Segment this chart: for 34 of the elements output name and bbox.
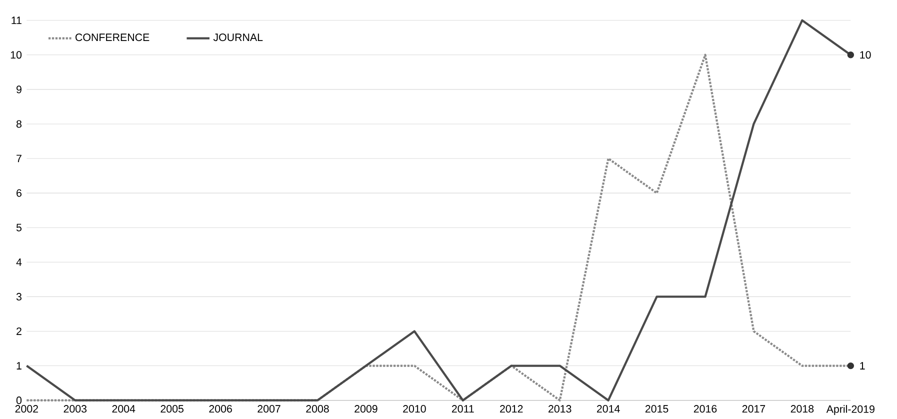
- x-tick-label: 2007: [258, 405, 280, 413]
- annotation: 1: [860, 362, 865, 370]
- x-tick-label: 2005: [160, 405, 184, 413]
- x-tick-label: 2013: [548, 405, 572, 413]
- y-tick-label: 0: [16, 396, 22, 404]
- y-tick-label: 6: [16, 189, 22, 197]
- x-tick-label: 2012: [500, 405, 523, 413]
- x-tick-label: 2008: [306, 405, 329, 413]
- y-tick-label: 5: [16, 224, 22, 232]
- annotation: 10: [860, 51, 871, 59]
- y-tick-label: 11: [12, 16, 22, 24]
- y-tick-label: 2: [16, 328, 22, 335]
- legend-label: CONFERENCE: [76, 34, 150, 42]
- x-tick-label: 2009: [354, 405, 378, 413]
- y-tick-label: 10: [10, 51, 22, 59]
- x-tick-label: April-2019: [826, 405, 874, 415]
- x-tick-label: 2010: [403, 405, 426, 413]
- x-tick-label: 2018: [790, 405, 814, 413]
- x-tick-label: 2014: [596, 405, 620, 413]
- x-tick-label: 2017: [742, 405, 766, 413]
- y-tick-label: 9: [16, 86, 22, 94]
- y-tick-label: 7: [16, 154, 22, 162]
- x-tick-label: 2016: [694, 405, 717, 413]
- legend-label: JOURNAL: [213, 34, 263, 42]
- y-tick-label: 1: [16, 362, 22, 370]
- x-tick-label: 2003: [64, 405, 87, 413]
- x-tick-label: 2011: [452, 405, 474, 413]
- x-tick-label: 2006: [209, 405, 232, 413]
- x-tick-label: 2015: [645, 405, 668, 413]
- x-tick-label: 2004: [112, 405, 136, 413]
- y-tick-label: 4: [16, 258, 22, 266]
- y-tick-label: 8: [16, 120, 22, 128]
- y-tick-label: 3: [16, 292, 22, 300]
- x-tick-label: 2002: [15, 405, 38, 413]
